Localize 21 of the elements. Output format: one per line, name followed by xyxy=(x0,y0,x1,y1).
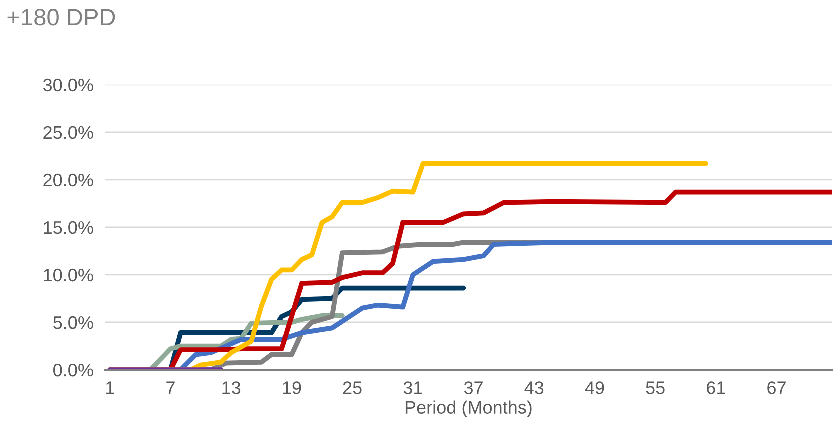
y-tick-label: 15.0% xyxy=(44,221,94,234)
y-tick-label: 30.0% xyxy=(43,78,94,92)
x-tick-label: 61 xyxy=(707,382,726,394)
x-tick-label: 67 xyxy=(768,382,786,394)
x-tick-label: 31 xyxy=(404,382,422,394)
y-tick-label: 20.0% xyxy=(44,174,94,187)
y-tick-label: 10.0% xyxy=(44,268,94,282)
chart-title: +180 DPD xyxy=(8,9,116,26)
x-tick-label: 55 xyxy=(646,382,665,394)
y-tick-label: 25.0% xyxy=(44,126,94,140)
x-tick-label: 1 xyxy=(106,382,114,394)
x-tick-label: 37 xyxy=(464,382,483,394)
x-tick-label: 7 xyxy=(166,382,175,394)
y-tick-label: 0.0% xyxy=(54,364,94,377)
x-tick-label: 43 xyxy=(524,382,544,394)
x-tick-label: 19 xyxy=(283,382,302,394)
x-axis-title: Period (Months) xyxy=(406,400,532,418)
x-tick-label: 25 xyxy=(343,382,362,394)
y-tick-label: 5.0% xyxy=(54,316,94,330)
x-tick-label: 49 xyxy=(585,382,604,394)
x-tick-label: 13 xyxy=(222,382,241,394)
